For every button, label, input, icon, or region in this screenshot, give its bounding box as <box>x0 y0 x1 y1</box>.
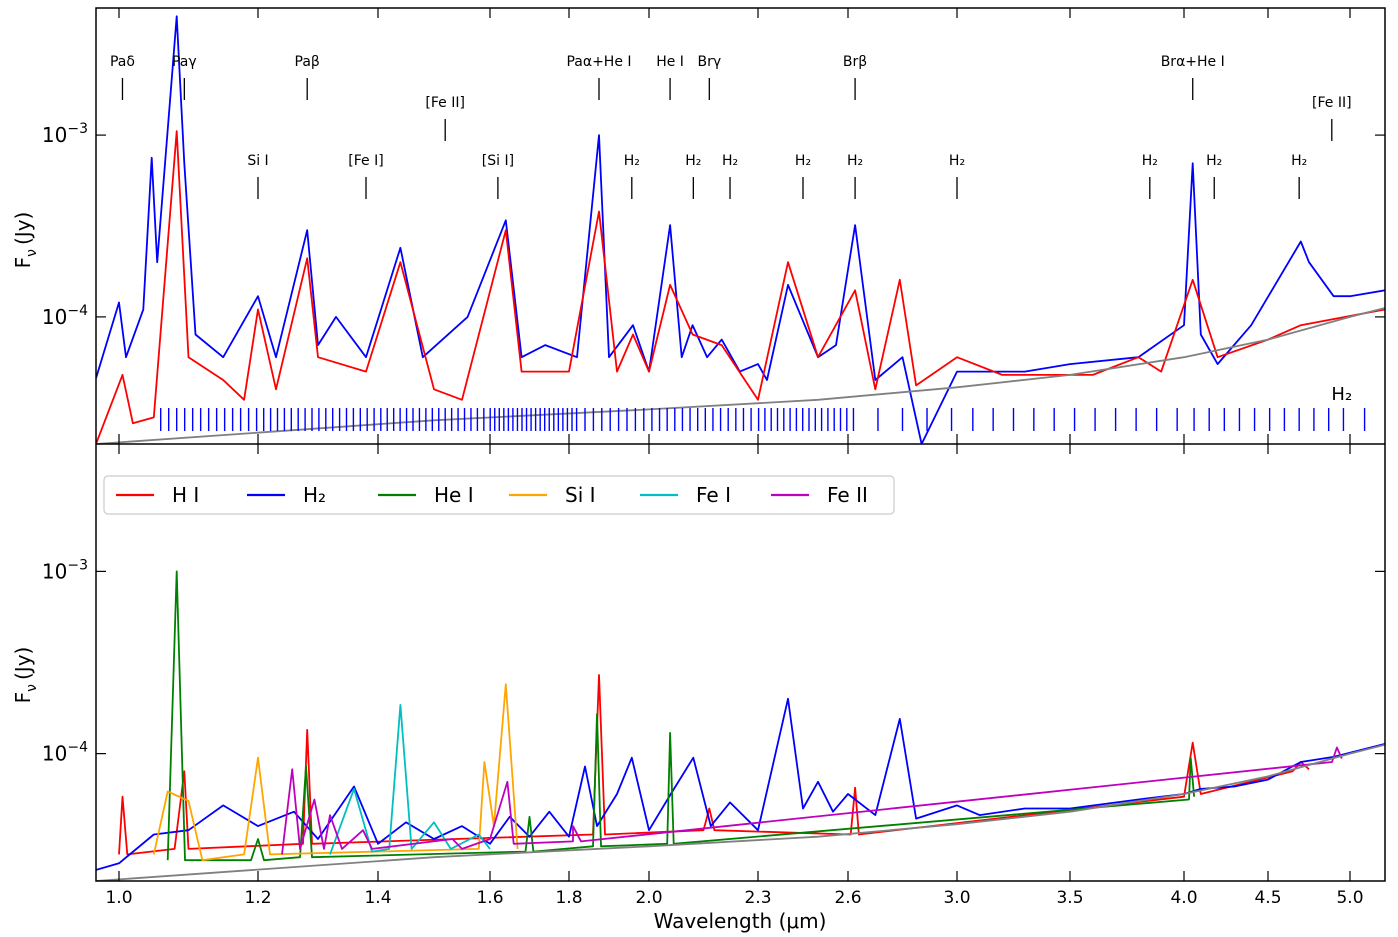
h-series-line <box>96 697 1385 871</box>
line-id-label: H₂ <box>1206 153 1222 169</box>
line-id-label: H₂ <box>949 153 965 169</box>
line-id-label: H₂ <box>624 153 640 169</box>
y-tick-label: 10−3 <box>42 557 88 583</box>
line-id-label: H₂ <box>847 153 863 169</box>
line-id-label: Paβ <box>295 54 320 70</box>
x-tick-label: 5.0 <box>1336 888 1363 908</box>
y-tick-label: 10−3 <box>42 121 88 147</box>
he-i-series-line <box>166 570 1195 862</box>
x-tick-label: 3.5 <box>1056 888 1083 908</box>
x-tick-label: 4.0 <box>1170 888 1197 908</box>
line-id-annotations: Paδ Paγ Paβ Paα+He I He I Brγ Brβ Brα+He I [Fe I… <box>110 54 1352 405</box>
bottom-y-axis-label: Fν(Jy) <box>11 647 40 704</box>
line-id-label: H₂ <box>722 153 738 169</box>
x-tick-label: 2.3 <box>744 888 771 908</box>
x-tick-label: 4.5 <box>1254 888 1281 908</box>
bottom-axes: 1.0 1.2 1.4 1.6 1.8 2.0 2.3 2.6 3.0 3.5 4.0 4.5 5.0 1… <box>42 444 1385 908</box>
line-id-label: H₂ <box>1291 153 1307 169</box>
x-tick-label: 1.8 <box>555 888 582 908</box>
line-id-label: [Fe II] <box>425 95 465 111</box>
line-id-label: Paγ <box>172 54 197 70</box>
line-id-label: Brβ <box>843 54 867 70</box>
legend-label: Fe II <box>827 483 868 507</box>
line-id-label: H₂ <box>1142 153 1158 169</box>
line-id-label: Si I <box>247 153 268 169</box>
x-tick-label: 1.0 <box>105 888 132 908</box>
line-id-label: [Fe I] <box>348 153 383 169</box>
line-id-label: Brγ <box>697 54 721 70</box>
legend-label: H₂ <box>303 483 326 507</box>
x-axis-label: Wavelength (μm) <box>654 909 827 933</box>
y-tick-label: 10−4 <box>42 303 88 329</box>
legend-label: He I <box>434 483 474 507</box>
top-axes: 10−3 10−4 <box>42 8 1385 444</box>
x-tick-label: 2.0 <box>635 888 662 908</box>
legend-label: Si I <box>565 483 596 507</box>
x-tick-label: 3.0 <box>943 888 970 908</box>
bottom-panel: 1.0 1.2 1.4 1.6 1.8 2.0 2.3 2.6 3.0 3.5 4.0 4.5 5.0 1… <box>11 444 1385 933</box>
model-series-line <box>96 130 1385 444</box>
legend: H I H₂ He I Si I Fe I Fe II <box>103 475 895 515</box>
line-id-label: [Fe II] <box>1312 95 1352 111</box>
line-id-label: Brα+He I <box>1161 54 1225 70</box>
bottom-series-group <box>96 570 1385 881</box>
line-id-label: H₂ <box>1331 384 1352 405</box>
fe-ii-series-line <box>281 746 1343 855</box>
observed-series-line <box>96 15 1385 444</box>
x-tick-label: 2.6 <box>834 888 861 908</box>
si-i-series-line <box>152 683 519 862</box>
x-tick-label: 1.4 <box>364 888 391 908</box>
x-tick-label: 1.6 <box>476 888 503 908</box>
legend-box <box>103 475 895 515</box>
continuum-series-line <box>96 307 1385 444</box>
line-id-label: H₂ <box>685 153 701 169</box>
fe-i-series-line <box>329 704 491 855</box>
line-id-label: Paδ <box>110 54 135 70</box>
h2-tick-marks <box>159 408 1366 431</box>
line-id-label: He I <box>656 54 684 70</box>
top-y-axis-label: Fν(Jy) <box>11 212 40 269</box>
x-tick-label: 1.2 <box>244 888 271 908</box>
legend-label: Fe I <box>696 483 731 507</box>
top-series-group <box>96 15 1385 444</box>
line-id-label: [Si I] <box>482 153 514 169</box>
legend-label: H I <box>172 483 199 507</box>
continuum-series-line <box>96 743 1385 881</box>
line-id-label: H₂ <box>795 153 811 169</box>
line-id-label: Paα+He I <box>566 54 631 70</box>
y-tick-label: 10−4 <box>42 740 88 766</box>
top-panel: Paδ Paγ Paβ Paα+He I He I Brγ Brβ Brα+He I [Fe I… <box>11 8 1385 444</box>
